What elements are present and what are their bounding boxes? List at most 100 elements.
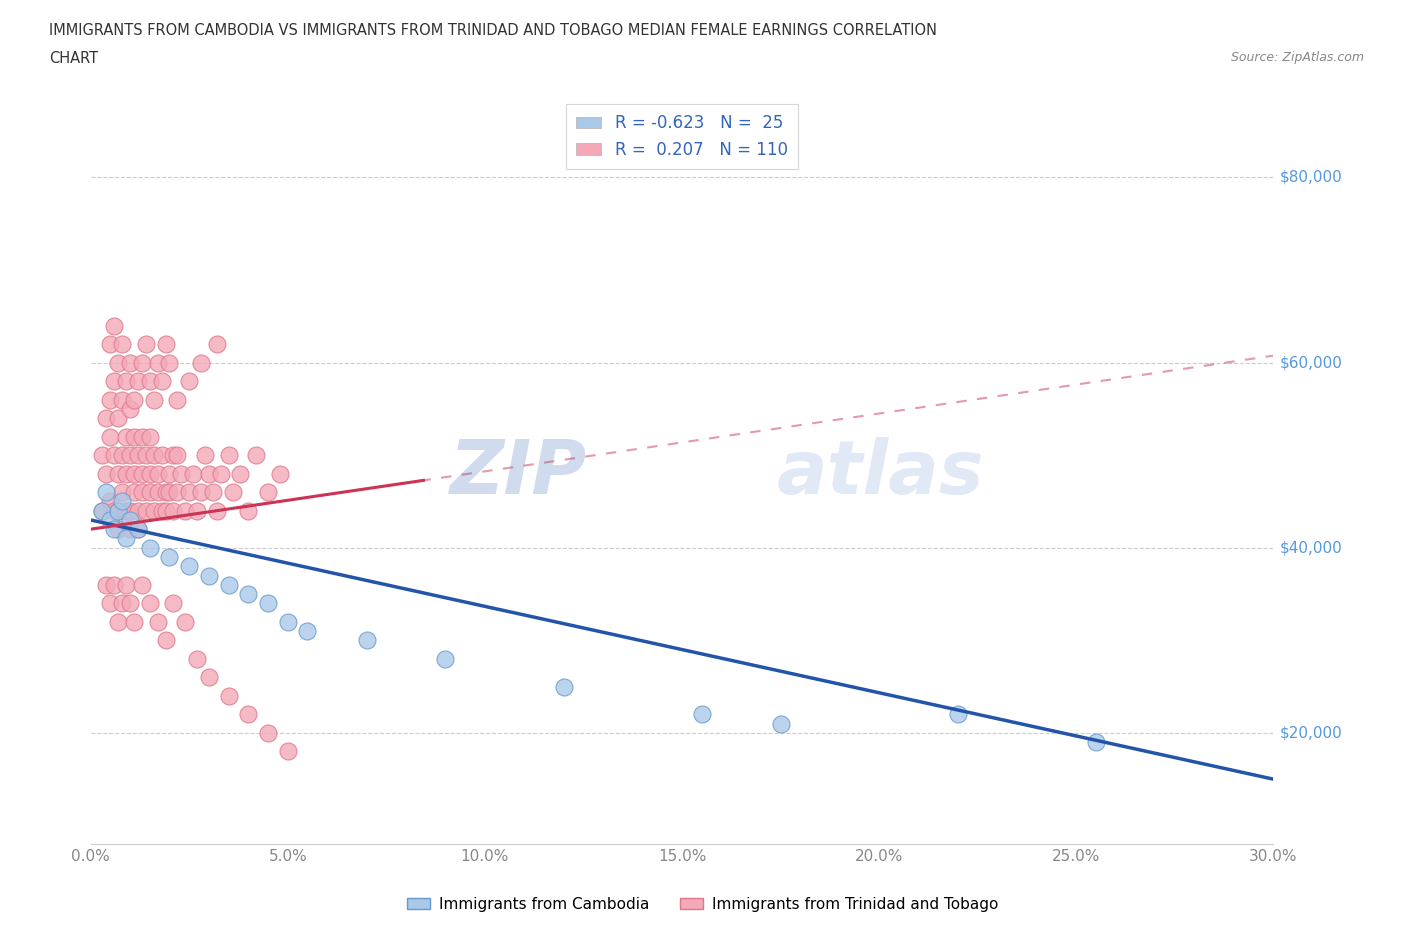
Point xyxy=(115,531,138,546)
Point xyxy=(91,447,114,462)
Point xyxy=(139,596,162,611)
Point xyxy=(118,355,141,370)
Point xyxy=(139,540,162,555)
Point xyxy=(155,633,177,648)
Point xyxy=(115,466,138,481)
Point xyxy=(146,355,169,370)
Point xyxy=(155,503,177,518)
Point xyxy=(434,651,457,666)
Point xyxy=(111,596,134,611)
Point xyxy=(118,596,141,611)
Point xyxy=(201,485,224,499)
Point xyxy=(162,596,184,611)
Point xyxy=(218,447,240,462)
Point xyxy=(257,596,280,611)
Point xyxy=(135,337,157,352)
Point xyxy=(103,318,125,333)
Legend: Immigrants from Cambodia, Immigrants from Trinidad and Tobago: Immigrants from Cambodia, Immigrants fro… xyxy=(401,891,1005,918)
Text: ZIP: ZIP xyxy=(450,437,588,511)
Point xyxy=(103,447,125,462)
Text: Source: ZipAtlas.com: Source: ZipAtlas.com xyxy=(1230,51,1364,64)
Point xyxy=(103,503,125,518)
Point xyxy=(155,337,177,352)
Point xyxy=(218,578,240,592)
Point xyxy=(174,615,197,630)
Point xyxy=(107,355,129,370)
Point xyxy=(122,485,145,499)
Point xyxy=(98,512,121,527)
Point xyxy=(131,466,153,481)
Point xyxy=(98,494,121,509)
Point xyxy=(111,447,134,462)
Point xyxy=(103,578,125,592)
Point xyxy=(127,522,149,537)
Point xyxy=(98,337,121,352)
Point xyxy=(96,411,118,426)
Point xyxy=(96,578,118,592)
Point xyxy=(142,392,165,407)
Point xyxy=(179,559,201,574)
Text: atlas: atlas xyxy=(776,437,984,511)
Point xyxy=(115,578,138,592)
Point xyxy=(198,670,221,684)
Point xyxy=(229,466,252,481)
Point xyxy=(91,503,114,518)
Point xyxy=(111,337,134,352)
Point xyxy=(174,503,197,518)
Point xyxy=(194,447,217,462)
Point xyxy=(115,430,138,445)
Point xyxy=(159,550,181,565)
Point xyxy=(146,615,169,630)
Point xyxy=(297,624,319,639)
Point xyxy=(209,466,232,481)
Point xyxy=(190,355,212,370)
Point xyxy=(162,447,184,462)
Text: $20,000: $20,000 xyxy=(1279,725,1343,740)
Point xyxy=(98,596,121,611)
Point xyxy=(205,337,228,352)
Point xyxy=(115,374,138,389)
Point xyxy=(150,503,173,518)
Point xyxy=(107,466,129,481)
Point xyxy=(238,707,260,722)
Point xyxy=(127,503,149,518)
Point xyxy=(946,707,969,722)
Point xyxy=(553,679,575,694)
Point xyxy=(107,503,129,518)
Legend: R = -0.623   N =  25, R =  0.207   N = 110: R = -0.623 N = 25, R = 0.207 N = 110 xyxy=(567,104,797,168)
Point xyxy=(111,485,134,499)
Point xyxy=(122,430,145,445)
Point xyxy=(277,744,299,759)
Point xyxy=(150,374,173,389)
Point xyxy=(118,522,141,537)
Point xyxy=(166,485,188,499)
Point xyxy=(159,466,181,481)
Point xyxy=(190,485,212,499)
Point xyxy=(139,466,162,481)
Point xyxy=(111,392,134,407)
Point xyxy=(107,503,129,518)
Point xyxy=(245,447,267,462)
Point xyxy=(98,430,121,445)
Point xyxy=(131,355,153,370)
Text: CHART: CHART xyxy=(49,51,98,66)
Point xyxy=(150,447,173,462)
Point xyxy=(257,725,280,740)
Point xyxy=(769,716,792,731)
Point xyxy=(122,392,145,407)
Point xyxy=(131,578,153,592)
Point xyxy=(159,355,181,370)
Text: IMMIGRANTS FROM CAMBODIA VS IMMIGRANTS FROM TRINIDAD AND TOBAGO MEDIAN FEMALE EA: IMMIGRANTS FROM CAMBODIA VS IMMIGRANTS F… xyxy=(49,23,938,38)
Point xyxy=(139,374,162,389)
Point xyxy=(1085,735,1108,750)
Text: $40,000: $40,000 xyxy=(1279,540,1343,555)
Point xyxy=(205,503,228,518)
Point xyxy=(142,503,165,518)
Point xyxy=(162,503,184,518)
Point xyxy=(356,633,378,648)
Point xyxy=(181,466,204,481)
Point xyxy=(170,466,193,481)
Point xyxy=(186,651,208,666)
Point xyxy=(198,466,221,481)
Point xyxy=(98,392,121,407)
